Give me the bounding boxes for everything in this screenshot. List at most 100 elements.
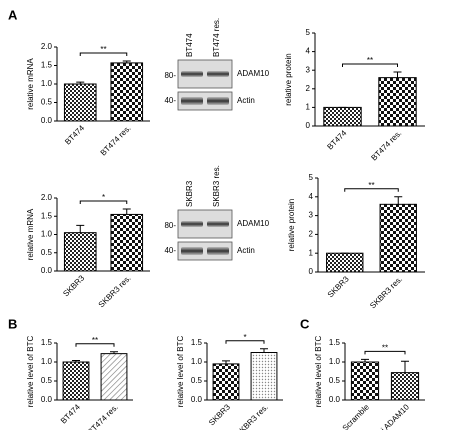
- y-tick-label: 0.0: [41, 395, 53, 404]
- bar: [379, 203, 417, 273]
- significance-label: *: [243, 333, 246, 342]
- bar: [323, 106, 362, 127]
- panel-label: C: [300, 316, 310, 331]
- error-bar: [361, 358, 369, 362]
- y-tick-label: 1.5: [41, 211, 53, 220]
- bar: [378, 77, 417, 127]
- y-tick-label: 1.0: [41, 230, 53, 239]
- significance-bracket: [225, 340, 265, 344]
- bar: [350, 361, 380, 401]
- y-tick-label: 0.0: [41, 116, 53, 125]
- y-tick-label: 1.5: [191, 338, 203, 347]
- x-tick-label: BT474: [59, 402, 82, 425]
- bar: [100, 353, 128, 401]
- y-tick-label: 0.5: [41, 376, 53, 385]
- y-axis-label: relative level of BTC: [26, 335, 35, 407]
- y-axis-label: relative mRNA: [26, 208, 35, 260]
- x-tick-label: SKBR3: [61, 273, 86, 298]
- blot-band: [207, 71, 229, 77]
- y-tick-label: 2: [309, 230, 314, 239]
- y-tick-label: 1.5: [41, 338, 53, 347]
- y-axis-label: relative level of BTC: [314, 335, 323, 407]
- error-bar: [122, 60, 131, 63]
- blot-band: [181, 97, 203, 105]
- blot-panel: [177, 91, 233, 111]
- significance-bracket: [75, 343, 115, 347]
- x-tick-label: SKBR3: [207, 402, 232, 427]
- y-tick-label: 3: [306, 65, 311, 74]
- y-tick-label: 5: [306, 28, 311, 37]
- y-tick-label: 5: [309, 173, 314, 182]
- y-tick-label: 0.5: [41, 98, 53, 107]
- y-axis-label: relative protein: [284, 53, 293, 105]
- blot-panel: [177, 241, 233, 261]
- y-tick-label: 4: [306, 47, 311, 56]
- x-tick-label: SKBR3 res.: [234, 403, 270, 430]
- y-tick-label: 0.0: [329, 395, 341, 404]
- error-bar: [222, 360, 230, 364]
- lane-label: SKBR3 res.: [212, 165, 221, 207]
- x-tick-label: BT474 res.: [369, 129, 403, 163]
- y-tick-label: 4: [309, 192, 314, 201]
- bar: [390, 372, 420, 401]
- y-axis-label: relative level of BTC: [176, 335, 185, 407]
- significance-bracket: [79, 200, 128, 204]
- significance-bracket: [342, 63, 398, 68]
- significance-bracket: [79, 52, 128, 57]
- y-tick-label: 0.5: [329, 376, 341, 385]
- y-tick-label: 3: [309, 211, 314, 220]
- significance-label: **: [100, 45, 106, 54]
- marker-label: 40-: [164, 246, 176, 255]
- blot-band: [181, 71, 203, 77]
- y-tick-label: 2.0: [41, 42, 53, 51]
- marker-label: 40-: [164, 96, 176, 105]
- error-bar: [110, 351, 118, 354]
- error-bar: [72, 359, 80, 362]
- y-tick-label: 0.5: [41, 248, 53, 257]
- error-bar: [393, 71, 402, 78]
- significance-bracket: [364, 350, 406, 355]
- error-bar: [76, 81, 85, 84]
- marker-label: 80-: [164, 221, 176, 230]
- significance-label: *: [102, 193, 105, 202]
- x-tick-label: BT474 res.: [99, 124, 133, 158]
- y-tick-label: 2: [306, 84, 311, 93]
- bar: [212, 363, 240, 401]
- x-tick-label: BT474: [325, 128, 348, 151]
- y-tick-label: 0: [306, 121, 311, 130]
- x-tick-label: BT474 res.: [86, 403, 120, 430]
- bar: [63, 232, 97, 272]
- bar: [110, 62, 144, 122]
- panel-label: B: [8, 316, 17, 331]
- y-tick-label: 1.0: [41, 79, 53, 88]
- bar: [62, 361, 90, 401]
- y-tick-label: 0.0: [41, 266, 53, 275]
- y-tick-label: 1: [306, 103, 311, 112]
- significance-bracket: [344, 188, 399, 192]
- error-bar: [394, 196, 403, 205]
- blot-band: [181, 221, 203, 227]
- x-tick-label: si ADAM10: [377, 402, 412, 430]
- lane-label: BT474: [185, 33, 194, 57]
- y-tick-label: 1.0: [191, 357, 203, 366]
- x-tick-label: SKBR3 res.: [368, 275, 404, 311]
- y-tick-label: 1.5: [329, 338, 341, 347]
- y-tick-label: 0: [309, 267, 314, 276]
- marker-label: 80-: [164, 71, 176, 80]
- y-tick-label: 0.5: [191, 376, 203, 385]
- error-bar: [401, 360, 409, 373]
- y-tick-label: 1: [309, 248, 314, 257]
- significance-label: **: [367, 56, 373, 65]
- significance-label: **: [382, 343, 388, 352]
- bar: [63, 83, 97, 122]
- blot-band: [207, 247, 229, 255]
- bar: [250, 352, 278, 401]
- band-label: Actin: [237, 246, 255, 255]
- blot-band: [207, 97, 229, 105]
- panel-label: A: [8, 7, 18, 22]
- significance-label: **: [368, 181, 374, 190]
- x-tick-label: SKBR3 res.: [97, 274, 133, 310]
- error-bar: [76, 224, 85, 233]
- error-bar: [260, 348, 268, 353]
